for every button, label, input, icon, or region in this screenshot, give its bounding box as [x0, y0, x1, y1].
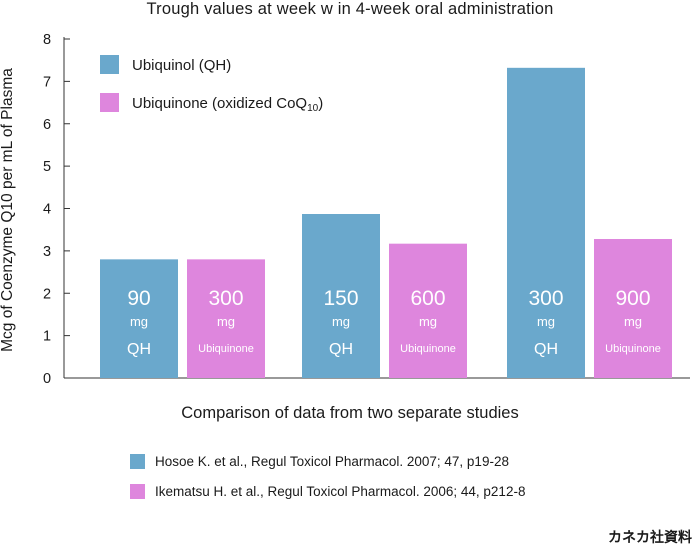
y-tick-label: 0: [43, 371, 51, 387]
bar-series-label: Ubiquinone: [198, 343, 254, 355]
legend-swatch-qh: [100, 55, 119, 74]
bar-qh: [302, 214, 380, 378]
bar-ubiquinone: [187, 259, 265, 378]
y-tick-label: 2: [43, 286, 51, 302]
bar-dose-label: 900: [615, 287, 650, 310]
bar-unit-label: mg: [217, 314, 235, 329]
bar-unit-label: mg: [419, 314, 437, 329]
bar-ubiquinone: [594, 239, 672, 378]
bar-series-label: QH: [127, 341, 151, 358]
bar-series-label: Ubiquinone: [605, 343, 661, 355]
source-swatch-qh: [130, 454, 145, 469]
bar-dose-label: 300: [528, 287, 563, 310]
y-tick-label: 6: [43, 117, 51, 133]
legend-swatch-ubiquinone: [100, 93, 119, 112]
source-item-1: Hosoe K. et al., Regul Toxicol Pharmacol…: [130, 454, 509, 469]
bar-chart: 0 1 2 3 4 5 6 7 8 90 mg QH 300 mg Ubiquinone 150 mg QH 600…: [43, 32, 690, 387]
source-swatch-ubiquinone: [130, 484, 145, 499]
y-tick-label: 4: [43, 202, 51, 218]
source-item-2: Ikematsu H. et al., Regul Toxicol Pharma…: [130, 484, 525, 499]
bar-ubiquinone: [389, 243, 467, 378]
bar-unit-label: mg: [332, 314, 350, 329]
bar-series-label: Ubiquinone: [400, 343, 456, 355]
x-axis-label: Comparison of data from two separate stu…: [181, 404, 519, 422]
bar-dose-label: 150: [323, 287, 358, 310]
bar-unit-label: mg: [624, 314, 642, 329]
bar-dose-label: 90: [127, 287, 150, 310]
y-tick-label: 3: [43, 244, 51, 260]
bar-qh: [100, 259, 178, 378]
y-tick-label: 1: [43, 329, 51, 345]
source-text-1: Hosoe K. et al., Regul Toxicol Pharmacol…: [155, 454, 509, 469]
bar-series-label: QH: [329, 341, 353, 358]
legend-label-qh: Ubiquinol (QH): [132, 57, 231, 74]
chart-title: Trough values at week w in 4-week oral a…: [146, 0, 554, 18]
y-tick-label: 8: [43, 32, 51, 48]
bar-qh: [507, 67, 585, 378]
source-text-2: Ikematsu H. et al., Regul Toxicol Pharma…: [155, 484, 526, 499]
bar-unit-label: mg: [537, 314, 555, 329]
bar-series-label: QH: [534, 341, 558, 358]
legend-label-ubiquinone: Ubiquinone (oxidized CoQ10): [132, 95, 323, 114]
bar-dose-label: 300: [208, 287, 243, 310]
y-tick-label: 7: [43, 74, 51, 90]
bar-dose-label: 600: [410, 287, 445, 310]
y-tick-label: 5: [43, 159, 51, 175]
source-credit: カネカ社資料: [608, 529, 692, 545]
bar-unit-label: mg: [130, 314, 148, 329]
